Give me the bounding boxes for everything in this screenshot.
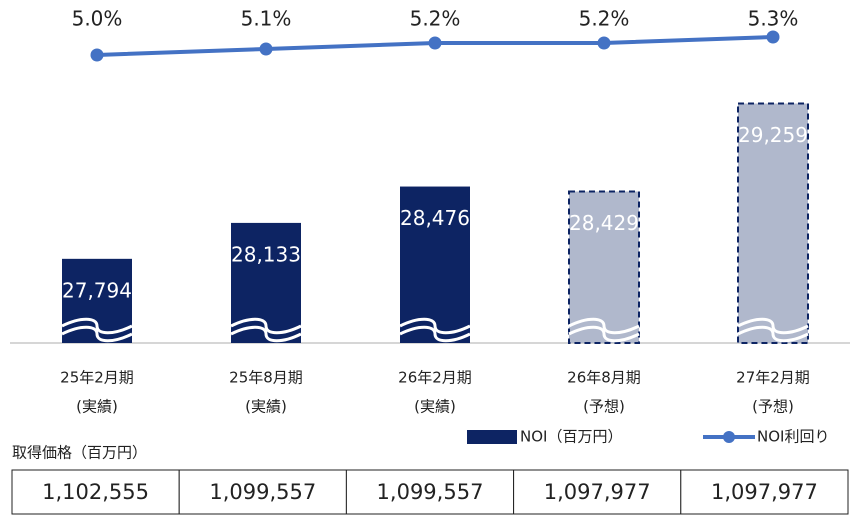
line-value-label: 5.0% bbox=[72, 7, 123, 31]
x-tick-label: 26年8月期 bbox=[567, 369, 641, 387]
x-tick-label: 26年2月期 bbox=[398, 369, 472, 387]
table-title: 取得価格（百万円） bbox=[12, 444, 147, 462]
bar bbox=[400, 186, 470, 343]
bar-value-label: 28,476 bbox=[400, 206, 470, 230]
table-cell-text: 1,097,977 bbox=[711, 480, 818, 504]
line-point bbox=[90, 48, 104, 62]
x-tick-label: (予想) bbox=[752, 398, 794, 416]
bar-value-label: 29,259 bbox=[738, 123, 808, 147]
table-cell bbox=[11, 469, 180, 515]
bar bbox=[737, 102, 809, 344]
legend-swatch bbox=[723, 431, 735, 443]
legend-label: NOI（百万円） bbox=[520, 428, 622, 446]
table-cell-text: 1,099,557 bbox=[209, 480, 316, 504]
bar-value-label: 28,429 bbox=[569, 211, 639, 235]
bar-value-label: 27,794 bbox=[62, 278, 132, 302]
axis-break bbox=[568, 317, 640, 335]
axis-break bbox=[61, 325, 133, 343]
line-value-label: 5.3% bbox=[748, 7, 799, 31]
legend-label: NOI利回り bbox=[757, 428, 829, 446]
axis-break bbox=[737, 325, 809, 343]
x-tick-label: (予想) bbox=[583, 398, 625, 416]
x-tick-label: 25年2月期 bbox=[60, 369, 134, 387]
line-value-label: 5.2% bbox=[579, 7, 630, 31]
table-cell bbox=[178, 469, 347, 515]
line-point bbox=[766, 30, 780, 44]
line-value-label: 5.2% bbox=[410, 7, 461, 31]
axis-break bbox=[737, 317, 809, 335]
table-cell-text: 1,099,557 bbox=[377, 480, 484, 504]
axis-break bbox=[399, 317, 471, 335]
x-tick-label: (実績) bbox=[76, 398, 118, 416]
x-tick-label: 27年2月期 bbox=[736, 369, 810, 387]
table-cell-text: 1,097,977 bbox=[544, 480, 651, 504]
axis-break bbox=[230, 317, 302, 335]
table-cell bbox=[345, 469, 515, 515]
x-tick-label: 25年8月期 bbox=[229, 369, 303, 387]
axis-break bbox=[568, 325, 640, 343]
axis-break bbox=[230, 325, 302, 343]
line-value-label: 5.1% bbox=[241, 7, 292, 31]
table-cell-text: 1,102,555 bbox=[42, 480, 149, 504]
x-tick-label: (実績) bbox=[414, 398, 456, 416]
line-point bbox=[597, 36, 611, 50]
x-tick-label: (実績) bbox=[245, 398, 287, 416]
axis-break bbox=[399, 325, 471, 343]
table-cell bbox=[680, 469, 849, 515]
bar bbox=[568, 190, 640, 344]
line-point bbox=[259, 42, 273, 56]
axis-break bbox=[61, 317, 133, 335]
line-point bbox=[428, 36, 442, 50]
bar-value-label: 28,133 bbox=[231, 242, 301, 266]
legend-swatch bbox=[467, 430, 517, 444]
